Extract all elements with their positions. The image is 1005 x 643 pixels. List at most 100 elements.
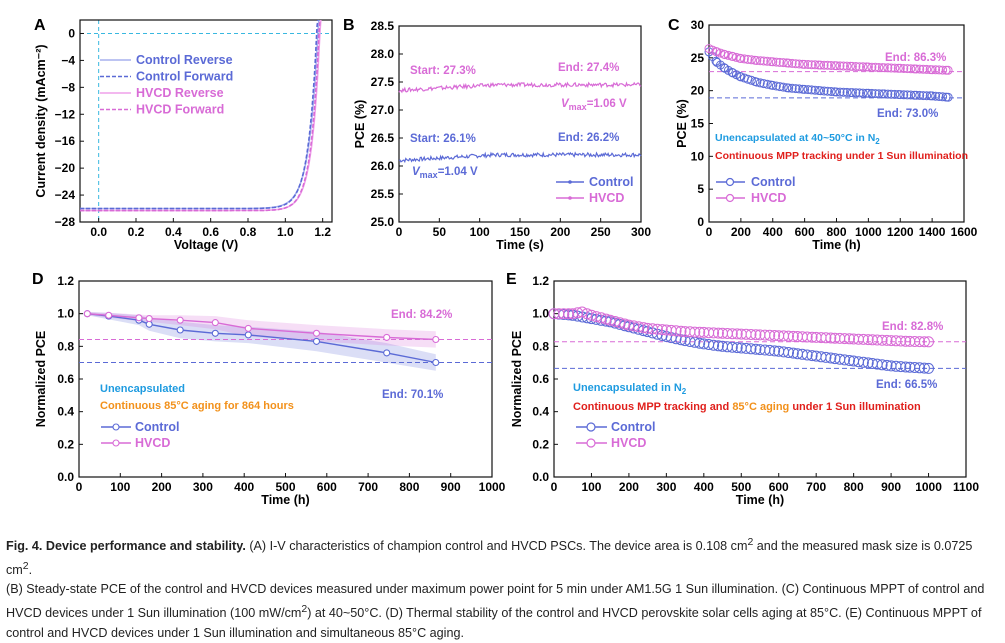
panel-e-point-hvcd xyxy=(764,329,776,341)
panel-c-panel-letter: C xyxy=(668,17,680,34)
panel-c-x-tick-label: 0 xyxy=(706,225,713,239)
panel-b-legend-label: HVCD xyxy=(589,191,624,205)
panel-c-point-control xyxy=(874,89,884,99)
panel-d-panel-letter: D xyxy=(32,271,44,288)
panel-e-x-tick-label: 900 xyxy=(881,480,901,494)
panel-c-point-hvcd xyxy=(918,64,928,74)
panel-b-control-vmax-part: V xyxy=(412,166,421,178)
panel-d-legend-marker xyxy=(112,439,120,447)
panel-c-point-hvcd xyxy=(803,60,813,69)
panel-c-point-hvcd xyxy=(736,54,746,63)
panel-c-point-hvcd xyxy=(874,63,884,72)
panel-d-line-control xyxy=(87,313,436,364)
panel-e-x-tick-label: 200 xyxy=(619,480,639,494)
panel-d-x-tick-label: 900 xyxy=(441,480,461,494)
panel-e-point-hvcd xyxy=(914,336,926,348)
panel-e-point-hvcd xyxy=(876,334,888,346)
panel-d-point-control xyxy=(432,358,440,367)
panel-e-point-hvcd xyxy=(563,308,575,320)
panel-e-point-hvcd xyxy=(839,333,851,345)
panel-d-y-tick-label: 0.8 xyxy=(57,339,74,353)
panel-e-point-hvcd xyxy=(558,308,570,320)
panel-c-point-control xyxy=(855,88,864,98)
panel-e-point-control xyxy=(750,343,762,355)
panel-c-point-hvcd xyxy=(807,60,817,70)
panel-a-x-tick-label: 1.2 xyxy=(314,225,331,239)
panel-b-y-tick-label: 27.5 xyxy=(371,75,395,89)
panel-c-point-control xyxy=(899,90,909,100)
panel-c-x-tick-label: 1600 xyxy=(951,225,978,239)
panel-c-point-control xyxy=(810,85,820,95)
panel-e-point-hvcd xyxy=(923,336,934,348)
panel-d-point-hvcd xyxy=(383,333,391,341)
panel-c-point-hvcd xyxy=(931,65,941,75)
panel-c-point-control xyxy=(775,82,785,92)
panel-e-point-hvcd xyxy=(633,321,645,333)
panel-e-x-tick-label: 800 xyxy=(844,480,864,494)
panel-e-x-tick-label: 1000 xyxy=(915,480,942,494)
panel-b: B 0 50 100 150 200 250 300 25.0 25.5 26.0 26.5 27.0 2… xyxy=(343,17,651,252)
panel-b-panel-letter: B xyxy=(343,17,355,34)
panel-e-point-hvcd xyxy=(726,328,738,340)
panel-d: D 0 100 200 300 400 500 600 700 800 900 1000 0.0 0.2 0… xyxy=(32,271,506,507)
panel-c-point-hvcd xyxy=(855,62,864,72)
panel-e-point-hvcd xyxy=(825,332,837,344)
panel-c-point-control xyxy=(823,86,833,96)
panel-a-y-axis-label: Current density (mAcm⁻²) xyxy=(34,44,48,197)
panel-c-point-hvcd xyxy=(863,62,873,72)
panel-c-point-control xyxy=(794,84,804,94)
figure-4: A 0.0 0.2 0.4 0.6 0.8 1.0 1.2 0 −4 −8 −12 −16 −20 −24 −… xyxy=(32,17,979,507)
panel-b-x-tick-label: 100 xyxy=(470,225,490,239)
panel-e-point-control xyxy=(923,362,934,374)
panel-c-point-hvcd xyxy=(739,54,749,64)
panel-c-point-hvcd xyxy=(775,57,785,67)
panel-a-y-tick-label: −24 xyxy=(55,188,76,202)
panel-e-point-hvcd xyxy=(572,307,584,319)
panel-c-point-control xyxy=(883,89,893,99)
panel-a-y-tick-label: −12 xyxy=(55,107,76,121)
panel-c-point-hvcd xyxy=(816,60,826,70)
panel-d-point-hvcd xyxy=(105,311,113,319)
panel-c-point-control xyxy=(752,77,762,87)
panel-c-point-hvcd xyxy=(826,61,836,70)
panel-c-point-hvcd xyxy=(784,58,794,68)
panel-c-legend-label: Control xyxy=(751,175,795,189)
caption-line-1: Fig. 4. Device performance and stability… xyxy=(6,536,973,577)
panel-c-y-tick-label: 10 xyxy=(691,149,705,163)
panel-a-legend-label: HVCD Reverse xyxy=(136,86,224,100)
panel-e-point-hvcd xyxy=(801,331,813,343)
panel-e: E 0 100 200 300 400 500 600 700 800 900 1000 1100 0.0… xyxy=(506,271,979,507)
panel-c-point-hvcd xyxy=(883,63,893,73)
panel-c-point-control xyxy=(918,91,928,101)
panel-e-point-hvcd xyxy=(651,323,663,335)
panel-d-point-control xyxy=(312,337,321,345)
panel-b-y-tick-label: 25.5 xyxy=(371,187,395,201)
panel-e-point-hvcd xyxy=(769,330,781,341)
panel-d-y-tick-label: 0.6 xyxy=(57,372,74,386)
panel-c-x-tick-label: 1400 xyxy=(919,225,946,239)
panel-c-point-hvcd xyxy=(778,58,788,68)
panel-c-point-hvcd xyxy=(886,63,896,73)
panel-a-curve-3 xyxy=(80,19,321,212)
panel-c-y-tick-label: 20 xyxy=(691,84,705,98)
panel-b-y-axis-label: PCE (%) xyxy=(353,100,367,149)
panel-e-note-2: Continuous MPP tracking and 85°C aging u… xyxy=(573,401,921,413)
panel-c-point-control xyxy=(911,90,921,100)
panel-e-hvcd-end: End: 82.8% xyxy=(882,321,943,333)
panel-c-point-control xyxy=(784,83,794,93)
panel-c-point-control xyxy=(842,87,852,97)
panel-d-point-control xyxy=(244,331,252,339)
panel-a-panel-letter: A xyxy=(34,17,46,34)
panel-d-point-hvcd xyxy=(312,329,321,337)
panel-e-point-control xyxy=(876,359,888,371)
panel-e-x-axis-label: Time (h) xyxy=(736,493,784,507)
panel-d-legend-marker xyxy=(112,423,120,431)
panel-b-control-start: Start: 26.1% xyxy=(410,133,476,145)
panel-c-x-tick-label: 1200 xyxy=(887,225,914,239)
panel-d-legend-label: HVCD xyxy=(135,436,170,450)
panel-b-hvcd-vmax-part: =1.06 V xyxy=(587,98,627,110)
panel-d-x-tick-label: 100 xyxy=(110,480,130,494)
panel-e-point-control xyxy=(825,352,837,364)
panel-c-point-hvcd xyxy=(870,62,880,72)
panel-c-point-hvcd xyxy=(755,56,765,66)
